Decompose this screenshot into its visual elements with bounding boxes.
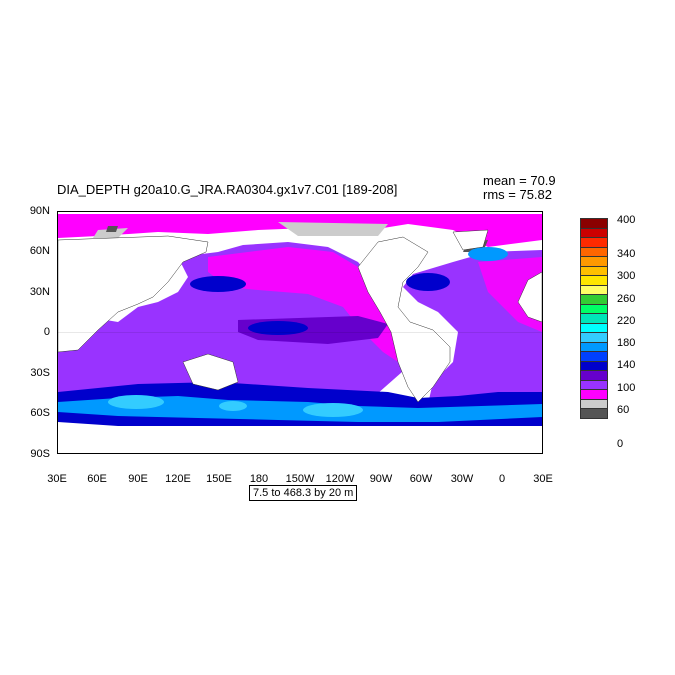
southern-ocean-cyan-2 xyxy=(303,403,363,417)
contour-interval-label: 7.5 to 468.3 by 20 m xyxy=(249,485,358,501)
xtick-30w: 30W xyxy=(450,473,474,485)
map-panel xyxy=(57,211,543,454)
colorbar xyxy=(580,218,608,419)
rms-stat: rms = 75.82 xyxy=(483,187,553,202)
xtick-150w: 150W xyxy=(285,473,315,485)
xtick-120w: 120W xyxy=(325,473,355,485)
ytick-90s: 90S xyxy=(30,448,50,460)
colorbar-label-140: 140 xyxy=(617,359,636,371)
plot-title: DIA_DEPTH g20a10.G_JRA.RA0304.gx1v7.C01 … xyxy=(57,182,398,197)
colorbar-label-100: 100 xyxy=(617,382,636,394)
pacific-magenta-rim xyxy=(208,247,403,362)
land-australia xyxy=(182,353,239,391)
arctic-ice xyxy=(93,222,388,238)
southern-ocean-medium xyxy=(58,396,542,422)
xtick-30e-right: 30E xyxy=(533,473,553,485)
colorbar-label-60: 60 xyxy=(617,404,630,416)
xtick-180: 180 xyxy=(249,473,269,485)
land-greenland xyxy=(452,229,489,251)
xtick-120e: 120E xyxy=(165,473,191,485)
colorbar-label-220: 220 xyxy=(617,315,636,327)
antarctic-coast xyxy=(58,426,542,453)
ytick-60n: 60N xyxy=(29,245,50,257)
arctic-ocean-field xyxy=(58,214,542,247)
mean-stat: mean = 70.9 xyxy=(483,173,556,188)
xtick-60e: 60E xyxy=(87,473,107,485)
colorbar-label-300: 300 xyxy=(617,270,636,282)
ytick-30s: 30S xyxy=(30,367,50,379)
north-pacific-core xyxy=(190,276,246,292)
xtick-60w: 60W xyxy=(409,473,433,485)
colorbar-label-0: 0 xyxy=(617,438,624,450)
colorbar-label-340: 340 xyxy=(617,248,636,260)
colorbar-swatch xyxy=(580,408,608,419)
ytick-30n: 30N xyxy=(29,286,50,298)
ytick-90n: 90N xyxy=(29,205,50,217)
land-africa-europe xyxy=(58,235,542,353)
labrador-sea-core xyxy=(468,247,508,261)
southern-ocean-cyan-3 xyxy=(219,401,247,411)
xtick-90e: 90E xyxy=(128,473,148,485)
xtick-0: 0 xyxy=(498,473,506,485)
ocean-depth-map xyxy=(58,212,542,453)
xtick-30e: 30E xyxy=(47,473,67,485)
xtick-150e: 150E xyxy=(206,473,232,485)
north-atlantic-core xyxy=(406,273,450,291)
ytick-0: 0 xyxy=(43,326,50,338)
colorbar-label-180: 180 xyxy=(617,337,636,349)
xtick-90w: 90W xyxy=(369,473,393,485)
colorbar-label-400: 400 xyxy=(617,214,636,226)
ytick-60s: 60S xyxy=(30,407,50,419)
southern-ocean-cyan-1 xyxy=(108,395,164,409)
equatorial-pacific-core xyxy=(248,321,308,335)
colorbar-label-260: 260 xyxy=(617,293,636,305)
land-americas xyxy=(357,236,451,403)
